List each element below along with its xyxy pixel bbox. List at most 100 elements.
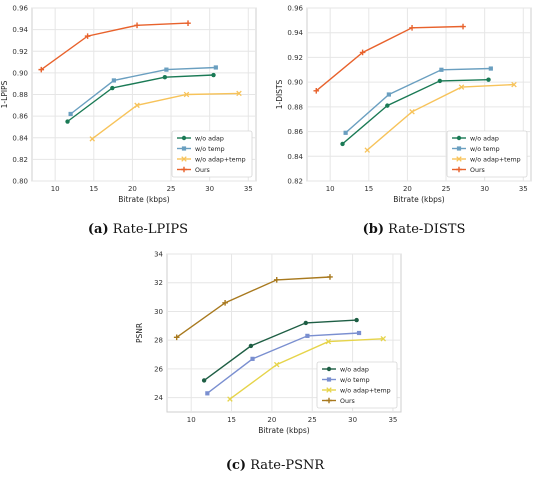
data-point bbox=[84, 33, 91, 39]
data-point bbox=[327, 274, 333, 280]
legend-item: w/o temp bbox=[452, 146, 500, 153]
data-point bbox=[181, 135, 187, 141]
x-tick-label: 35 bbox=[519, 185, 528, 193]
y-axis-label: 1-DISTS bbox=[275, 79, 284, 109]
chart-rate-dists: 0.82 0.84 0.86 0.88 0.90 0.92 0.94 0.96 10 15 20 25… bbox=[275, 5, 532, 204]
data-point bbox=[359, 49, 366, 56]
x-tick-label: 10 bbox=[51, 185, 60, 193]
legend: w/o adap w/o temp w/o adap+temp Ours bbox=[316, 361, 398, 409]
data-point bbox=[110, 85, 115, 91]
y-tick-label: 0.82 bbox=[287, 178, 303, 186]
y-tick-label: 0.86 bbox=[12, 113, 28, 121]
data-point bbox=[227, 396, 233, 402]
y-tick-label: 0.96 bbox=[12, 5, 28, 13]
y-tick-label: 0.80 bbox=[12, 178, 28, 186]
data-point bbox=[89, 136, 96, 142]
series-line bbox=[91, 92, 240, 140]
y-tick-label: 0.94 bbox=[287, 29, 303, 37]
legend-label: Ours bbox=[340, 398, 355, 405]
legend-item: w/o temp bbox=[322, 377, 370, 384]
legend: w/o adap w/o temp w/o adap+temp Ours bbox=[171, 130, 253, 178]
data-point bbox=[456, 135, 462, 141]
data-point bbox=[340, 141, 345, 147]
data-point bbox=[201, 378, 207, 383]
legend-label: w/o temp bbox=[340, 377, 370, 384]
data-point bbox=[236, 90, 242, 97]
series-w-o-adap-temp bbox=[364, 81, 517, 153]
data-point bbox=[409, 109, 415, 115]
data-point bbox=[248, 343, 254, 349]
data-point bbox=[458, 84, 465, 90]
y-tick-label: 30 bbox=[154, 308, 163, 316]
data-point bbox=[486, 77, 491, 82]
data-point bbox=[205, 391, 210, 396]
legend-label: w/o adap bbox=[470, 135, 499, 142]
series-ours bbox=[313, 23, 466, 94]
x-axis-label: Bitrate (kbps) bbox=[118, 195, 169, 204]
data-point bbox=[409, 24, 415, 31]
series-line bbox=[315, 25, 464, 92]
series-line bbox=[229, 338, 384, 400]
y-tick-label: 0.90 bbox=[12, 69, 28, 77]
series-line bbox=[345, 67, 491, 134]
caption-text: Rate-LPIPS bbox=[112, 222, 189, 237]
x-tick-label: 20 bbox=[128, 185, 137, 193]
chart-rate-lpips: 0.80 0.82 0.84 0.86 0.88 0.90 0.92 0.94 0.96 10 15… bbox=[0, 5, 257, 204]
data-point bbox=[213, 65, 218, 70]
series-ours bbox=[38, 20, 191, 73]
x-tick-label: 10 bbox=[326, 185, 335, 193]
y-tick-label: 0.88 bbox=[287, 103, 303, 111]
chart-rate-psnr: 24 26 28 30 32 34 10 15 20 25 30 35 Bitrate (kbps) PS… bbox=[135, 251, 402, 435]
data-point bbox=[326, 397, 332, 404]
data-point bbox=[456, 166, 462, 173]
y-tick-label: 28 bbox=[154, 337, 163, 345]
x-axis-label: Bitrate (kbps) bbox=[258, 426, 309, 435]
x-tick-label: 25 bbox=[442, 185, 451, 193]
data-point bbox=[273, 361, 280, 368]
series-w-o-temp bbox=[68, 65, 218, 117]
data-point bbox=[162, 75, 168, 80]
x-tick-label: 25 bbox=[167, 185, 176, 193]
data-point bbox=[325, 338, 332, 345]
data-point bbox=[343, 130, 348, 135]
data-point bbox=[211, 72, 216, 78]
data-point bbox=[386, 92, 391, 97]
series-line bbox=[366, 83, 515, 151]
data-point bbox=[437, 78, 443, 84]
data-point bbox=[134, 22, 140, 29]
legend-item: w/o adap bbox=[322, 366, 369, 373]
x-tick-label: 15 bbox=[364, 185, 373, 193]
data-point bbox=[356, 330, 362, 336]
caption-text: Rate-PSNR bbox=[250, 458, 325, 473]
y-tick-label: 0.92 bbox=[12, 48, 28, 56]
x-axis-label: Bitrate (kbps) bbox=[393, 195, 444, 204]
legend-label: Ours bbox=[470, 167, 485, 174]
legend-item: Ours bbox=[322, 397, 355, 405]
legend-item: w/o adap+temp bbox=[177, 156, 246, 163]
legend-label: w/o adap bbox=[340, 366, 369, 373]
caption-rate-dists: (b) Rate-DISTS bbox=[344, 222, 484, 237]
legend-label: w/o adap+temp bbox=[340, 387, 391, 394]
y-axis-label: 1-LPIPS bbox=[0, 80, 9, 108]
data-point bbox=[456, 156, 462, 162]
legend-item: w/o adap+temp bbox=[322, 387, 391, 394]
data-point bbox=[181, 166, 187, 173]
data-point bbox=[38, 66, 45, 73]
legend-label: w/o adap+temp bbox=[470, 156, 521, 163]
data-point bbox=[183, 91, 190, 98]
legend-label: w/o adap bbox=[195, 135, 224, 142]
legend: w/o adap w/o temp w/o adap+temp Ours bbox=[446, 130, 528, 178]
x-tick-label: 15 bbox=[227, 416, 236, 424]
series-line bbox=[342, 79, 489, 145]
series-line bbox=[176, 276, 331, 338]
x-tick-label: 10 bbox=[187, 416, 196, 424]
legend-item: w/o adap bbox=[452, 135, 499, 142]
y-tick-label: 0.90 bbox=[287, 79, 303, 87]
x-tick-label: 30 bbox=[480, 185, 489, 193]
x-tick-label: 30 bbox=[205, 185, 214, 193]
legend-box bbox=[171, 130, 253, 178]
data-point bbox=[385, 103, 390, 108]
series-w-o-temp bbox=[205, 330, 362, 396]
y-tick-label: 0.84 bbox=[287, 153, 303, 161]
data-point bbox=[185, 20, 191, 26]
